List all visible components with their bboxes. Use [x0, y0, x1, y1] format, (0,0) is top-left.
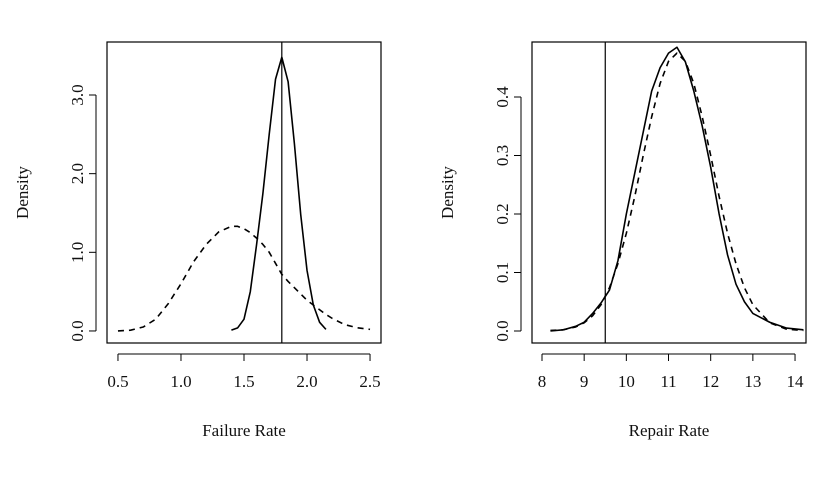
y-tick-label: 0.3	[493, 145, 512, 166]
y-tick-label: 2.0	[68, 163, 87, 184]
y-axis-title: Density	[438, 166, 457, 219]
y-tick-label: 0.0	[68, 320, 87, 341]
x-tick-label: 8	[538, 372, 547, 391]
x-tick-label: 13	[744, 372, 761, 391]
y-tick-label: 0.1	[493, 262, 512, 283]
x-tick-label: 9	[580, 372, 589, 391]
x-tick-label: 10	[618, 372, 635, 391]
y-tick-label: 3.0	[68, 84, 87, 105]
x-tick-label: 1.0	[170, 372, 191, 391]
x-tick-label: 2.5	[359, 372, 380, 391]
density-line	[550, 52, 804, 332]
y-axis-title: Density	[13, 166, 32, 219]
x-tick-label: 1.5	[233, 372, 254, 391]
x-tick-label: 2.0	[296, 372, 317, 391]
y-tick-label: 0.0	[493, 320, 512, 341]
y-tick-label: 0.2	[493, 203, 512, 224]
y-tick-label: 0.4	[493, 86, 512, 108]
x-tick-label: 12	[702, 372, 719, 391]
x-axis-title: Repair Rate	[629, 421, 710, 440]
x-tick-label: 14	[787, 372, 805, 391]
x-axis-title: Failure Rate	[202, 421, 286, 440]
x-tick-label: 11	[660, 372, 676, 391]
density-line	[117, 225, 371, 332]
plot-frame	[106, 41, 382, 344]
density-line	[550, 46, 804, 332]
x-tick-label: 0.5	[107, 372, 128, 391]
density-line	[231, 56, 327, 331]
y-tick-label: 1.0	[68, 242, 87, 263]
plot-frame	[531, 41, 807, 344]
